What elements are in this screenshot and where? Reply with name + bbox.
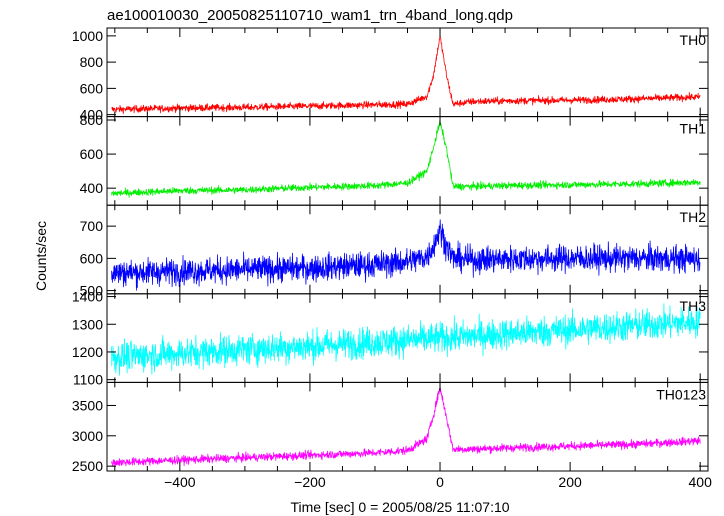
y-tick-label: 600 bbox=[80, 80, 104, 96]
panel-th2: 500 600 700 TH2 bbox=[80, 204, 709, 299]
panel-th0: 400 600 800 1000 TH0 bbox=[72, 27, 709, 123]
y-tick-label: 2500 bbox=[72, 458, 103, 474]
y-tick-label: 1300 bbox=[72, 316, 103, 332]
panel-th0123: 2500 3000 3500 TH0123 bbox=[72, 381, 709, 474]
series-line-th3 bbox=[111, 303, 701, 376]
x-tick-label: −200 bbox=[294, 474, 326, 490]
y-tick-label: 1400 bbox=[72, 289, 103, 305]
series-line-th1 bbox=[111, 119, 701, 198]
chart-title: ae100010030_20050825110710_wam1_trn_4ban… bbox=[107, 7, 513, 24]
panel-th1: 400 600 800 TH1 bbox=[80, 112, 709, 206]
y-tick-label: 600 bbox=[80, 250, 104, 266]
panel-label-th2: TH2 bbox=[680, 209, 707, 225]
x-tick-label: −400 bbox=[164, 474, 196, 490]
x-tick-labels: −400 −200 0 200 400 bbox=[164, 474, 712, 490]
panel-frame bbox=[106, 381, 709, 472]
y-tick-label: 400 bbox=[80, 180, 104, 196]
y-tick-label: 500 bbox=[80, 283, 104, 299]
y-tick-label: 1100 bbox=[73, 372, 103, 388]
y-tick-label: 3000 bbox=[72, 428, 103, 444]
x-tick-label: 400 bbox=[689, 474, 713, 490]
y-tick-label: 400 bbox=[80, 107, 104, 123]
x-axis-label: Time [sec] 0 = 2005/08/25 11:07:10 bbox=[290, 499, 509, 515]
y-tick-label: 700 bbox=[80, 218, 104, 234]
panel-th3: 1100 1200 1300 1400 TH3 bbox=[72, 289, 709, 388]
series-line-th0 bbox=[111, 34, 701, 115]
series-line-th0123 bbox=[111, 386, 701, 468]
y-tick-label: 1000 bbox=[72, 28, 103, 44]
panel-label-th1: TH1 bbox=[680, 121, 707, 137]
y-axis-label: Counts/sec bbox=[33, 221, 49, 291]
panel-label-th3: TH3 bbox=[680, 298, 707, 314]
x-tick-label: 0 bbox=[436, 474, 444, 490]
y-tick-label: 600 bbox=[80, 146, 104, 162]
series-line-th2 bbox=[111, 219, 701, 291]
panel-label-th0: TH0 bbox=[680, 32, 707, 48]
y-tick-label: 3500 bbox=[72, 397, 103, 413]
y-tick-label: 800 bbox=[80, 54, 104, 70]
y-tick-label: 800 bbox=[80, 112, 104, 128]
panel-label-th0123: TH0123 bbox=[656, 386, 706, 402]
panels-group: 400 600 800 1000 TH0 400 600 800 TH1 500 600 700 TH2… bbox=[72, 27, 709, 474]
y-tick-label: 1200 bbox=[72, 344, 103, 360]
x-tick-label: 200 bbox=[558, 474, 582, 490]
